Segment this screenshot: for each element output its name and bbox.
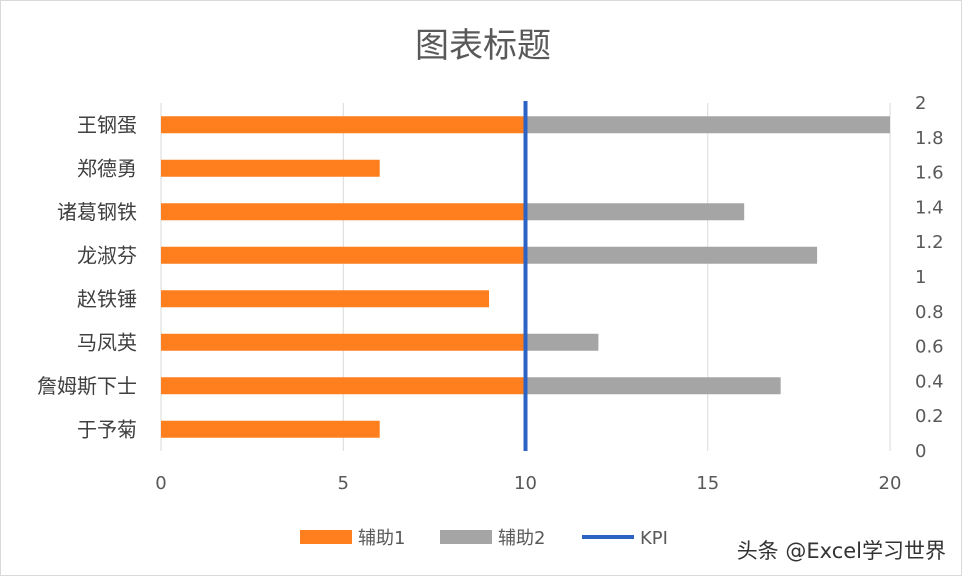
bars — [161, 116, 890, 438]
category-label: 赵铁锤 — [77, 287, 137, 311]
x-tick-label: 0 — [155, 473, 166, 494]
bar-1 — [161, 290, 490, 308]
category-label: 郑德勇 — [77, 156, 137, 180]
bar-1 — [161, 246, 526, 264]
legend-swatch — [440, 530, 492, 544]
y2-tick-label: 1.4 — [915, 197, 944, 218]
y2-tick-label: 1 — [915, 267, 926, 288]
y2-tick-label: 1.8 — [915, 128, 944, 149]
legend-label: 辅助2 — [498, 528, 545, 549]
bar-1 — [161, 159, 380, 177]
x-tick-label: 5 — [338, 473, 349, 494]
x-tick-label: 10 — [514, 473, 537, 494]
bar-1 — [161, 333, 526, 351]
category-label: 王钢蛋 — [77, 113, 137, 137]
bar-2 — [525, 246, 818, 264]
bar-2 — [525, 203, 745, 221]
y2-tick-label: 0.8 — [915, 302, 944, 323]
y2-tick-label: 1.2 — [915, 232, 944, 253]
y2-tick-label: 1.6 — [915, 163, 944, 184]
category-label: 龙淑芬 — [77, 243, 137, 267]
bar-2 — [525, 333, 599, 351]
y2-tick-label: 0.2 — [915, 406, 944, 427]
watermark: 头条 @Excel学习世界 — [737, 539, 946, 563]
category-label: 马凤英 — [77, 330, 137, 354]
legend-label: KPI — [640, 528, 668, 549]
bar-1 — [161, 420, 380, 438]
bar-2 — [525, 377, 781, 395]
chart-title: 图表标题 — [415, 26, 551, 66]
legend: 辅助1 辅助2 KPI — [300, 528, 668, 549]
bar-1 — [161, 377, 526, 395]
y2-tick-label: 0.4 — [915, 371, 944, 392]
x-axis-ticks: 0 5 10 15 20 — [155, 473, 901, 494]
x-tick-label: 20 — [879, 473, 902, 494]
y2-tick-label: 0.6 — [915, 337, 944, 358]
category-label: 于予菊 — [77, 417, 137, 441]
category-label: 詹姆斯下士 — [37, 374, 137, 398]
bar-1 — [161, 116, 526, 134]
x-tick-label: 15 — [696, 473, 719, 494]
y2-tick-label: 2 — [915, 93, 926, 114]
secondary-axis-ticks: 0 0.2 0.4 0.6 0.8 1 1.2 1.4 1.6 1.8 2 — [915, 93, 944, 462]
category-label: 诸葛钢铁 — [57, 200, 137, 224]
y2-tick-label: 0 — [915, 441, 926, 462]
bar-2 — [525, 116, 890, 134]
bar-1 — [161, 203, 526, 221]
legend-label: 辅助1 — [358, 528, 405, 549]
legend-swatch — [300, 530, 352, 544]
